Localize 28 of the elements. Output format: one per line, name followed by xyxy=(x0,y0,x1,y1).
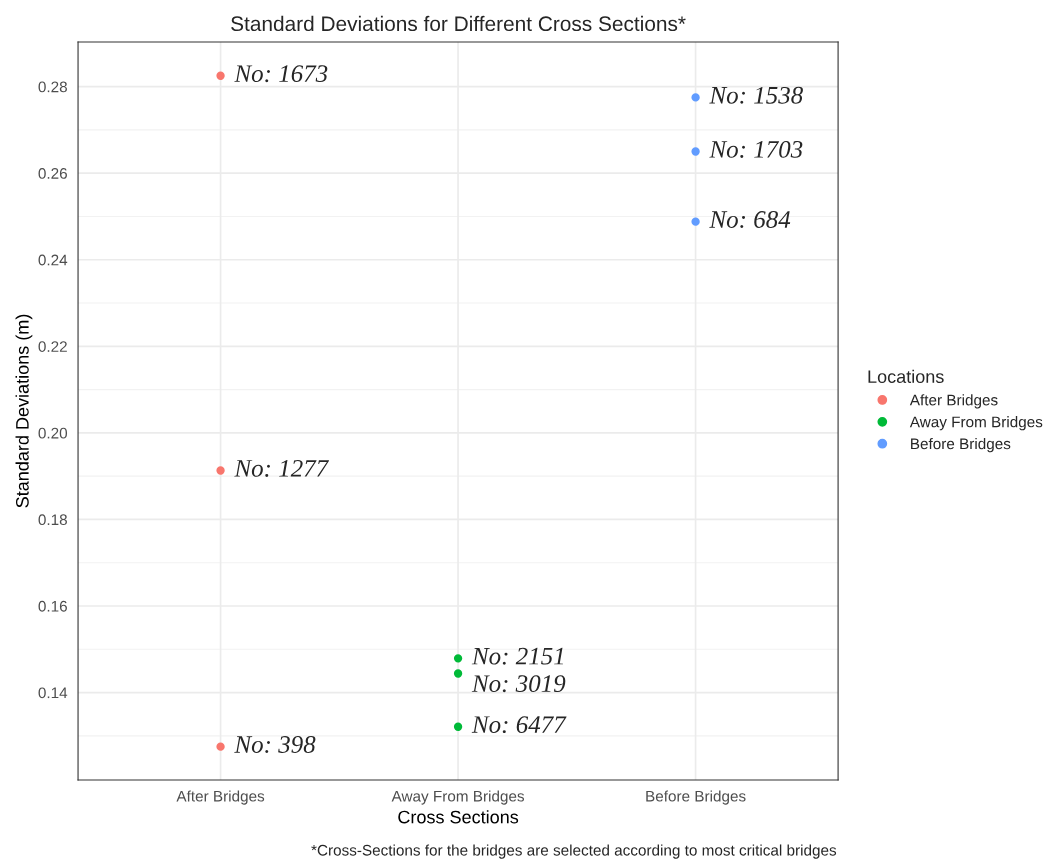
x-tick-label: After Bridges xyxy=(176,790,265,805)
y-tick-label: 0.22 xyxy=(38,341,67,352)
y-tick-label: 0.26 xyxy=(38,168,67,179)
y-tick-label: 0.16 xyxy=(38,600,67,612)
y-tick-label: 0.20 xyxy=(38,427,68,439)
x-axis-title: Cross Sections xyxy=(398,810,519,824)
chart-title: Standard Deviations for Different Cross Sections* xyxy=(231,15,686,32)
y-tick-label: 0.28 xyxy=(38,81,67,93)
y-axis-title: Standard Deviations (m) xyxy=(15,314,33,508)
legend-title: Locations xyxy=(868,369,944,384)
text: *Cross-Sections for the bridges are selected according to most critical bridges xyxy=(311,844,837,859)
annotation: No: 2151 xyxy=(471,647,564,665)
annotation: No: 1673 xyxy=(234,65,328,83)
x-tick-label: Before Bridges xyxy=(646,790,746,805)
y-tick-label: 0.18 xyxy=(38,514,67,526)
annotation: No: 398 xyxy=(234,736,316,754)
y-tick-label: 0.14 xyxy=(38,687,68,699)
annotation: No: 6477 xyxy=(471,716,567,734)
x-tick-label: Away From Bridges xyxy=(391,790,525,805)
annotation: No: 3019 xyxy=(471,675,566,693)
legend-label: Before Bridges xyxy=(911,438,1011,453)
annotation: No: 1538 xyxy=(709,86,803,104)
y-tick-label: 0.24 xyxy=(38,254,68,266)
annotation: No: 1277 xyxy=(234,459,330,477)
annotation: No: 1703 xyxy=(709,140,803,158)
legend-label: After Bridges xyxy=(909,394,998,409)
annotation: No: 684 xyxy=(709,211,791,229)
legend-label: Away From Bridges xyxy=(909,416,1043,431)
